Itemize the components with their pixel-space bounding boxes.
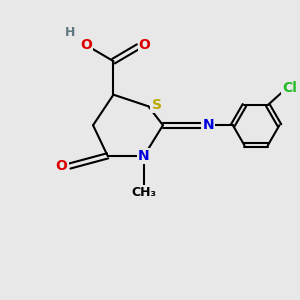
Text: H: H [64,26,75,39]
Text: CH₃: CH₃ [131,186,157,199]
Text: O: O [56,159,68,173]
Text: N: N [202,118,214,132]
Text: Cl: Cl [282,81,297,94]
Text: O: O [139,38,151,52]
Text: N: N [138,149,150,163]
Text: O: O [80,38,92,52]
Text: S: S [152,98,161,112]
